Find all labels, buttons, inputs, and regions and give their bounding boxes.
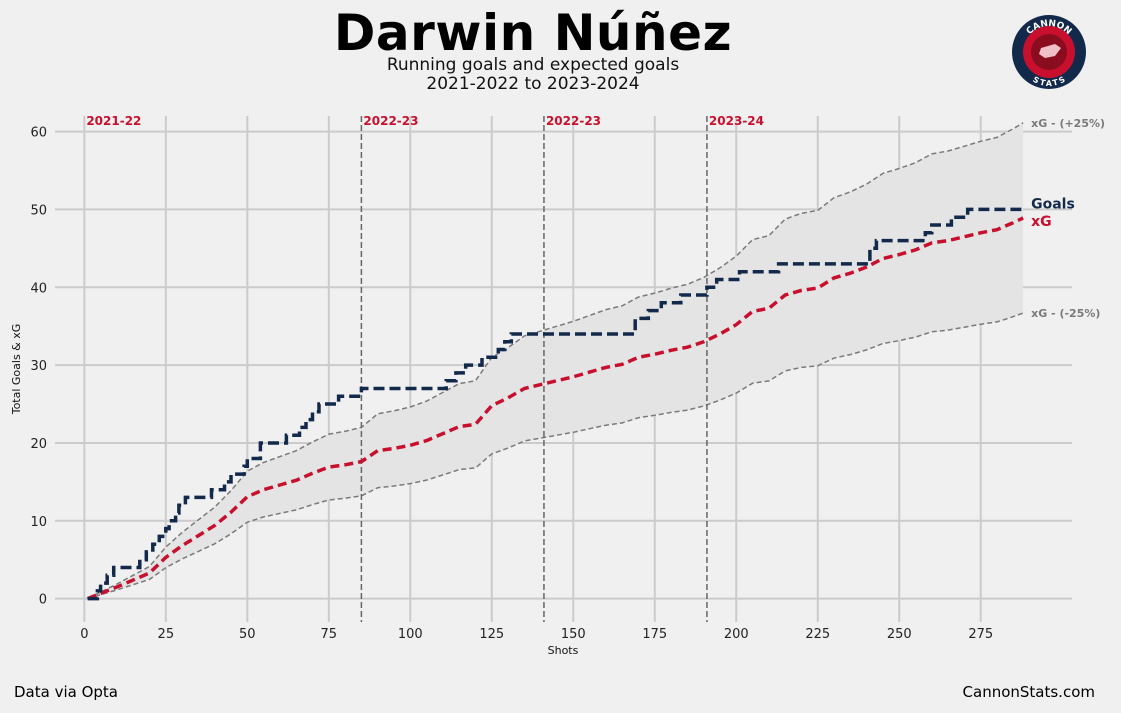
svg-text:STATS: STATS <box>1031 75 1067 88</box>
tick-labels: 0 25 50 75 100 125 150 175 200 225 250 275 0 10 20 30 40… <box>30 126 993 642</box>
cannon-stats-logo: CANNON STATS <box>1012 15 1086 89</box>
x-tick-label: 200 <box>724 627 749 642</box>
chart-subtitle: Running goals and expected goals <box>386 55 680 75</box>
data-source: Data via Opta <box>14 683 118 701</box>
x-tick-label: 75 <box>321 627 338 642</box>
goals-line <box>87 207 1024 601</box>
xg-band <box>87 122 1024 600</box>
x-axis-label: Shots <box>548 644 579 657</box>
x-tick-label: 250 <box>887 627 912 642</box>
upper-band-label: xG - (+25%) <box>1031 117 1105 130</box>
season-label: 2022-23 <box>363 114 418 128</box>
xg-lower-band-line <box>87 312 1024 600</box>
page-title: Darwin Núñez <box>333 4 733 62</box>
season-markers: 2021-22 2022-23 2022-23 2023-24 <box>86 114 764 622</box>
x-tick-label: 25 <box>158 627 175 642</box>
season-label: 2022-23 <box>546 114 601 128</box>
xg-end-label: xG <box>1031 214 1052 230</box>
season-label: 2021-22 <box>86 114 141 128</box>
season-label: 2023-24 <box>709 114 764 128</box>
xg-line <box>86 216 1024 601</box>
x-tick-label: 225 <box>805 627 830 642</box>
x-tick-label: 275 <box>968 627 993 642</box>
y-tick-label: 10 <box>30 515 47 530</box>
y-tick-label: 60 <box>30 126 47 141</box>
x-tick-label: 0 <box>80 627 88 642</box>
goals-end-label: Goals <box>1031 196 1075 212</box>
y-tick-label: 0 <box>39 593 47 608</box>
lower-band-label: xG - (-25%) <box>1031 307 1100 320</box>
y-tick-label: 50 <box>30 203 47 218</box>
y-tick-label: 30 <box>30 359 47 374</box>
map-icon <box>1039 44 1061 58</box>
x-tick-label: 175 <box>642 627 667 642</box>
site-credit: CannonStats.com <box>962 683 1095 701</box>
x-tick-label: 100 <box>398 627 423 642</box>
x-tick-label: 50 <box>239 627 256 642</box>
xg-band-fill <box>87 122 1024 599</box>
logo-text-bottom: STATS <box>1031 75 1067 88</box>
x-tick-label: 125 <box>479 627 504 642</box>
y-axis-label: Total Goals & xG <box>10 324 23 416</box>
y-tick-label: 40 <box>30 281 47 296</box>
x-tick-label: 150 <box>561 627 586 642</box>
chart-date-range: 2021-2022 to 2023-2024 <box>426 74 640 94</box>
y-tick-label: 20 <box>30 437 47 452</box>
series: xG - (+25%) xG - (-25%) Goals xG <box>86 117 1105 601</box>
